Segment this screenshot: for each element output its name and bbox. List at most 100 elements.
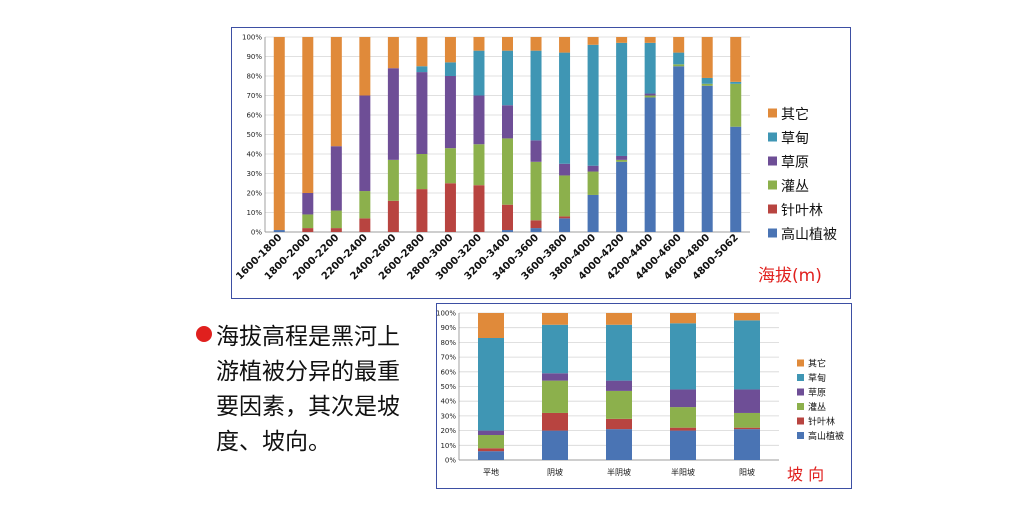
bar-segment (478, 337, 504, 431)
y-tick-label: 70% (440, 354, 456, 362)
bar-segment (478, 435, 504, 449)
bar-segment (734, 389, 760, 413)
bar-segment (302, 193, 314, 215)
y-tick-label: 60% (246, 112, 262, 120)
bar-segment (670, 407, 696, 428)
bar-segment (330, 210, 342, 229)
y-tick-label: 40% (246, 151, 262, 159)
y-tick-label: 50% (440, 383, 456, 391)
bar-segment (502, 230, 513, 232)
bar-segment (559, 216, 571, 219)
bar-segment (330, 37, 342, 147)
bar-segment (670, 427, 696, 431)
y-tick-label: 30% (440, 412, 456, 420)
bar-segment (559, 37, 571, 53)
legend-label: 灌丛 (781, 179, 809, 195)
bar-segment (444, 148, 456, 184)
bar-segment (616, 159, 628, 162)
legend-swatch (768, 108, 777, 118)
bar-segment (478, 430, 504, 436)
y-tick-label: 100% (242, 34, 262, 42)
bar-segment (444, 37, 456, 63)
legend-swatch (797, 432, 804, 439)
bar-segment (734, 313, 760, 321)
bar-segment (359, 218, 371, 232)
bar-segment (416, 154, 428, 190)
x-tick-label: 阳坡 (739, 467, 755, 477)
legend-swatch (768, 156, 777, 166)
bar-segment (730, 37, 742, 82)
bar-segment (644, 37, 656, 43)
bar-segment (502, 105, 513, 139)
bar-segment (478, 451, 504, 460)
y-tick-label: 90% (440, 324, 456, 332)
bar-segment (670, 389, 696, 408)
y-tick-label: 40% (440, 398, 456, 406)
x-tick-label: 阴坡 (547, 467, 563, 477)
legend-swatch (768, 204, 777, 214)
bar-segment (701, 85, 713, 232)
elevation-stacked-bar-chart: 0%10%20%30%40%50%60%70%80%90%100%1600-18… (234, 34, 837, 287)
bar-segment (616, 37, 628, 43)
bar-segment (734, 412, 760, 428)
bar-segment (587, 194, 599, 232)
bar-segment (616, 155, 628, 160)
bar-segment (730, 81, 742, 84)
bar-segment (701, 37, 713, 78)
bar-segment (559, 163, 571, 176)
bar-segment (559, 175, 571, 217)
bar-segment (530, 140, 542, 162)
bar-segment (606, 418, 632, 430)
y-tick-label: 60% (440, 368, 456, 376)
conclusion-note: 海拔高程是黑河上游植被分异的最重要因素，其次是坡度、坡向。 (196, 320, 421, 460)
bar-segment (530, 228, 542, 232)
bar-segment (302, 37, 314, 193)
legend-label: 草原 (808, 387, 826, 399)
legend-label: 针叶林 (781, 203, 823, 219)
bar-segment (606, 390, 632, 419)
y-tick-label: 10% (440, 442, 456, 450)
y-tick-label: 10% (246, 209, 262, 217)
bar-segment (359, 191, 371, 219)
bar-segment (416, 66, 428, 73)
bar-segment (502, 37, 513, 51)
bar-segment (587, 165, 599, 172)
legend-label: 针叶林 (808, 416, 835, 428)
bar-segment (542, 380, 568, 413)
bar-segment (444, 76, 456, 149)
y-tick-label: 0% (445, 457, 456, 465)
elevation-chart-panel: 0% 10% 20% 30% 40% 50% 60% 70% 80% 90% 100% 1600-18… (231, 27, 851, 299)
bar-segment (530, 50, 542, 141)
bar-segment (542, 373, 568, 381)
bar-segment (644, 42, 656, 94)
bar-segment (644, 93, 656, 96)
y-tick-label: 70% (246, 92, 262, 100)
x-axis-title: 海拔(m) (758, 266, 822, 286)
bar-segment (473, 50, 485, 96)
bar-segment (616, 42, 628, 156)
bar-segment (644, 97, 656, 232)
legend-swatch (768, 132, 777, 142)
y-tick-label: 20% (440, 427, 456, 435)
bar-segment (473, 144, 485, 186)
bar-segment (730, 83, 742, 127)
bar-segment (542, 412, 568, 431)
bar-segment (606, 429, 632, 460)
bar-segment (701, 83, 713, 86)
legend-swatch (768, 180, 777, 190)
bar-segment (387, 68, 399, 160)
bar-segment (606, 313, 632, 325)
bar-segment (416, 37, 428, 67)
y-tick-label: 90% (246, 53, 262, 61)
legend-swatch (797, 403, 804, 410)
x-tick-label: 半阳坡 (671, 467, 695, 477)
y-tick-label: 80% (246, 73, 262, 81)
aspect-chart-panel: 0% 10% 20% 30% 40% 50% 60% 70% 80% 90% 100% 平地 阴坡 半阴坡… (436, 303, 852, 489)
bar-segment (330, 146, 342, 211)
bar-segment (273, 37, 285, 231)
bar-segment (542, 430, 568, 460)
conclusion-text: 海拔高程是黑河上游植被分异的最重要因素，其次是坡度、坡向。 (216, 324, 400, 455)
bar-segment (330, 228, 342, 232)
aspect-stacked-bar-chart: 0% 10% 20% 30% 40% 50% 60% 70% 80% 90% 100% 平地 阴坡 半阴坡… (436, 310, 844, 485)
legend-label: 草原 (781, 155, 809, 171)
